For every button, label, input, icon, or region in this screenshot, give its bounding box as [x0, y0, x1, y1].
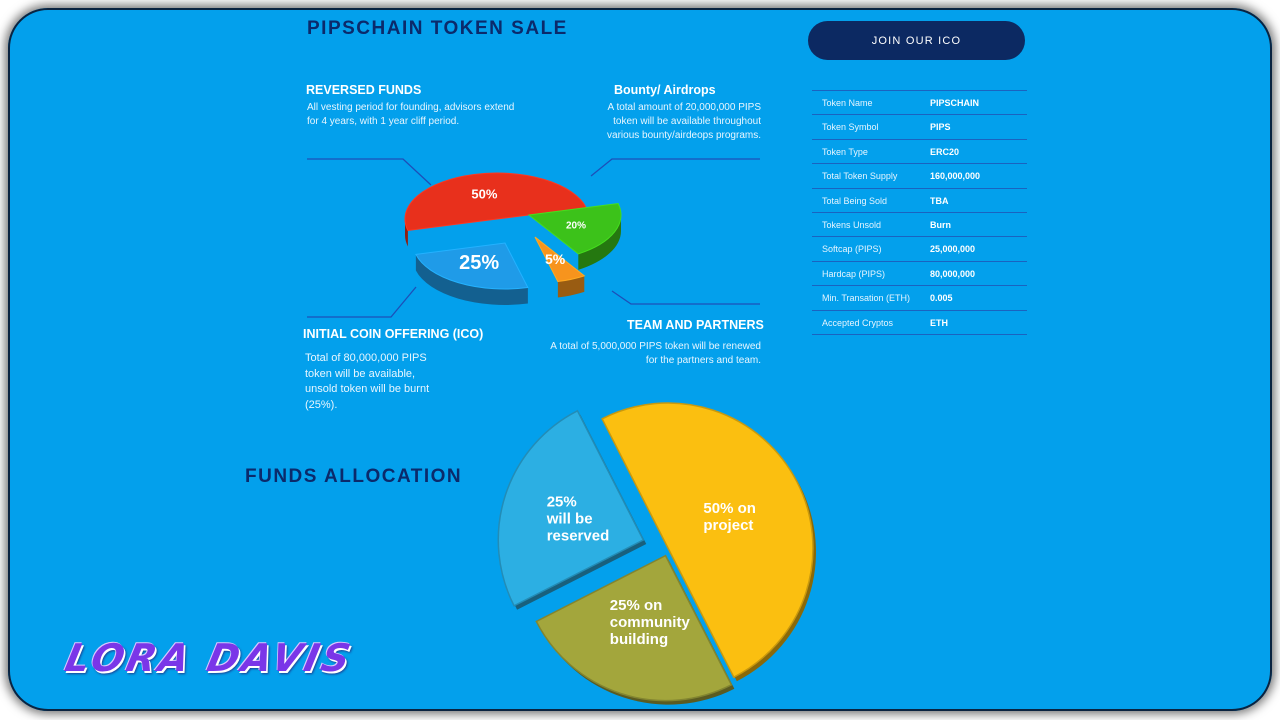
- pie-slice: [527, 203, 622, 255]
- pie-slice-label: 25%: [459, 252, 499, 274]
- token-table-key: Total Being Sold: [822, 195, 888, 206]
- connector-line-team: [611, 290, 760, 305]
- bounty-title: Bounty/ Airdrops: [614, 83, 716, 97]
- page-title: PIPSCHAIN TOKEN SALE: [307, 18, 568, 39]
- pie-slice-label: 25% will be reserved: [546, 494, 610, 545]
- token-table-value: 0.005: [930, 293, 953, 304]
- top-pie-chart: 50% 20% 5% 25%: [404, 172, 622, 305]
- token-table-key: Token Symbol: [822, 122, 879, 133]
- token-table-row: Accepted Cryptos ETH: [812, 311, 1027, 335]
- pie-slice-label: 5%: [545, 251, 566, 267]
- text-line: token will be available,: [305, 367, 416, 380]
- join-ico-button[interactable]: JOIN OUR ICO: [808, 21, 1025, 60]
- text-line: All vesting period for founding, advisor…: [307, 102, 515, 113]
- text-line: for the partners and team.: [645, 355, 761, 366]
- text-line: for 4 years, with 1 year cliff period.: [307, 116, 460, 127]
- token-table-value: 25,000,000: [930, 244, 976, 255]
- token-table-row: Tokens Unsold Burn: [812, 213, 1027, 238]
- text-line: A total of 5,000,000 PIPS token will be …: [550, 341, 761, 352]
- token-table-row: Token Name PIPSCHAIN: [812, 91, 1027, 116]
- token-table-value: ERC20: [930, 146, 960, 157]
- team-title: TEAM AND PARTNERS: [627, 318, 764, 332]
- token-table-value: PIPS: [930, 122, 951, 133]
- pie-slice: [535, 554, 733, 702]
- pie-slice-side: [415, 254, 528, 305]
- bounty-text: A total amount of 20,000,000 PIPS token …: [568, 101, 761, 143]
- token-table-row: Token Symbol PIPS: [812, 115, 1027, 140]
- token-table-row: Softcap (PIPS) 25,000,000: [812, 237, 1027, 262]
- token-table-key: Softcap (PIPS): [822, 244, 882, 255]
- token-table-value: 160,000,000: [930, 171, 981, 182]
- token-table-key: Token Name: [822, 98, 873, 108]
- pie-slice-side: [578, 215, 622, 270]
- token-table-key: Tokens Unsold: [822, 219, 882, 230]
- token-table-value: ETH: [930, 317, 948, 328]
- pie-slice-label: 25% on community building: [610, 597, 691, 648]
- text-line: various bounty/airdeops programs.: [607, 130, 761, 141]
- team-text: A total of 5,000,000 PIPS token will be …: [528, 340, 761, 368]
- token-details-table: Token Name PIPSCHAIN Token Symbol PIPS Token…: [812, 90, 1027, 335]
- token-table-key: Total Token Supply: [822, 171, 898, 182]
- logo-signature: LORA DAVIS: [61, 636, 358, 680]
- connector-line-reversed: [307, 158, 432, 186]
- funds-allocation-title: FUNDS ALLOCATION: [245, 466, 463, 487]
- token-table-value: TBA: [930, 195, 949, 206]
- ico-text: Total of 80,000,000 PIPS token will be a…: [305, 351, 429, 413]
- pie-slice: [415, 242, 529, 290]
- charts-canvas: 50% 20% 5% 25% 50% on project 25% on community…: [307, 158, 817, 705]
- connector-line-ico: [307, 286, 417, 318]
- pie-slice-label: 20%: [566, 220, 586, 231]
- pie-slice-label: 50%: [471, 187, 497, 202]
- funds-allocation-pie-chart: 50% on project 25% on community building 25% w…: [497, 402, 817, 705]
- token-table-value: PIPSCHAIN: [930, 98, 980, 108]
- text-line: token will be available throughout: [613, 116, 761, 127]
- pie-slice-side: [557, 275, 585, 298]
- token-table-key: Min. Transation (ETH): [822, 293, 911, 304]
- text-line: A total amount of 20,000,000 PIPS: [607, 102, 761, 113]
- connector-line-bounty: [590, 158, 760, 177]
- page-frame: PIPSCHAIN TOKEN SALE JOIN OUR ICO REVERS…: [8, 8, 1272, 711]
- pie-slice-label: 50% on project: [703, 500, 756, 534]
- token-table-row: Min. Transation (ETH) 0.005: [812, 286, 1027, 311]
- reversed-funds-title: REVERSED FUNDS: [306, 83, 422, 97]
- pie-slice: [404, 172, 587, 231]
- text-line: unsold token will be burnt: [305, 383, 430, 395]
- token-table-key: Token Type: [822, 146, 868, 157]
- pie-slice: [601, 402, 814, 679]
- text-line: Total of 80,000,000 PIPS: [305, 352, 427, 364]
- reversed-funds-text: All vesting period for founding, advisor…: [307, 101, 514, 129]
- token-table-key: Hardcap (PIPS): [822, 268, 886, 279]
- token-table-row: Hardcap (PIPS) 80,000,000: [812, 262, 1027, 287]
- token-table-row: Token Type ERC20: [812, 140, 1027, 165]
- token-table-row: Total Token Supply 160,000,000: [812, 164, 1027, 189]
- token-table-key: Accepted Cryptos: [822, 317, 894, 328]
- text-line: (25%).: [305, 398, 338, 411]
- pie-slice: [534, 236, 586, 283]
- token-table-value: 80,000,000: [930, 268, 976, 279]
- ico-title: INITIAL COIN OFFERING (ICO): [303, 327, 484, 341]
- token-table-value: Burn: [930, 219, 951, 230]
- pie-slice: [497, 409, 645, 607]
- connector-lines: [307, 158, 760, 318]
- token-table-row: Total Being Sold TBA: [812, 189, 1027, 213]
